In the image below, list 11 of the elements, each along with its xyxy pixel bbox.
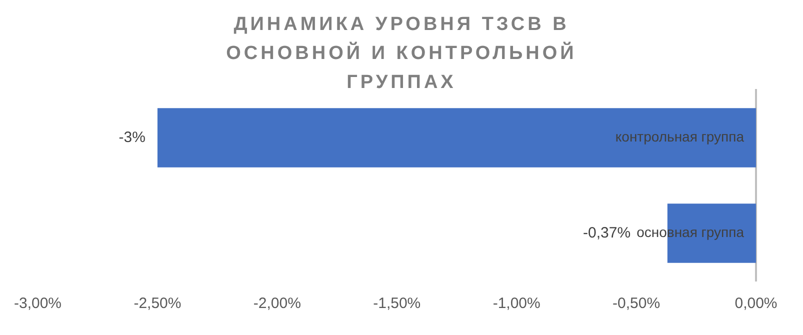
data-label: -0,37% (583, 224, 631, 242)
x-tick-label: -1,00% (492, 295, 540, 312)
x-tick-label: -3,00% (14, 295, 62, 312)
y-tick-label: контрольная группа (615, 128, 744, 145)
x-tick-label: -2,00% (253, 295, 301, 312)
chart-title: ДИНАМИКА УРОВНЯ ТЗСВ В ОСНОВНОЙ И КОНТРОЛЬНОЙ ГРУППАХ (225, 13, 578, 95)
x-tick-label: -2,50% (134, 295, 182, 312)
x-tick-label: -1,50% (373, 295, 421, 312)
data-label: -3% (118, 128, 146, 146)
x-tick-label: -0,50% (612, 295, 660, 312)
x-tick-label: 0,00% (734, 295, 778, 312)
